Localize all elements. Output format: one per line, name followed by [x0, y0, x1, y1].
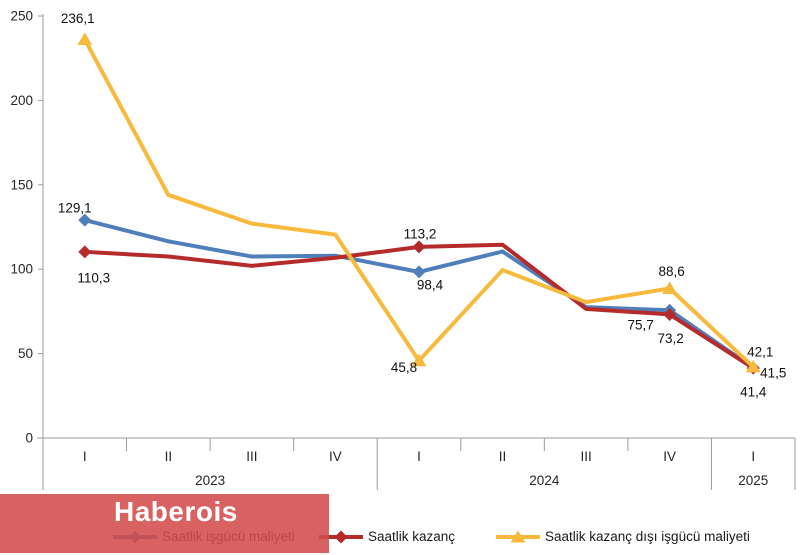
triangle-marker-icon [662, 281, 678, 294]
data-label: 110,3 [77, 270, 110, 285]
quarter-label: I [751, 449, 755, 464]
series-line-1 [84, 242, 755, 370]
data-label: 42,1 [747, 344, 773, 359]
diamond-marker-icon [412, 265, 426, 279]
y-tick-label: 100 [10, 262, 33, 277]
data-label: 73,2 [658, 331, 684, 346]
diamond-marker-icon [663, 307, 677, 321]
data-label: 45,8 [391, 360, 417, 375]
legend-item-kazanc-disi: Saatlik kazanç dışı işgücü maliyeti [495, 529, 750, 545]
year-label: 2025 [738, 473, 768, 488]
legend-marker-line-triangle-icon [496, 530, 540, 543]
haberois-watermark-overlay: Haberois [0, 494, 329, 553]
quarter-label: I [417, 449, 421, 464]
data-label: 129,1 [58, 201, 92, 216]
y-tick-label: 150 [10, 177, 33, 192]
y-tick-label: 50 [18, 346, 33, 361]
quarter-label: II [165, 449, 173, 464]
quarter-label: III [246, 449, 257, 464]
legend-item-kazanc: Saatlik kazanç [318, 529, 455, 545]
legend-label: Saatlik kazanç [368, 529, 456, 544]
data-label: 113,2 [404, 226, 437, 241]
legend-label: Saatlik kazanç dışı işgücü maliyeti [545, 529, 750, 544]
y-tick-label: 200 [10, 93, 33, 108]
diamond-marker-icon [78, 213, 92, 227]
data-label: 75,7 [628, 318, 654, 333]
watermark-text: Haberois [114, 496, 238, 527]
data-label: 41,5 [760, 365, 786, 380]
year-label: 2024 [529, 473, 560, 488]
data-label: 236,1 [61, 11, 95, 26]
quarter-label: III [580, 449, 591, 464]
data-label: 41,4 [740, 385, 767, 400]
year-label: 2023 [195, 473, 225, 488]
data-label: 98,4 [417, 277, 444, 292]
y-tick-label: 250 [10, 9, 33, 24]
quarter-label: IV [663, 449, 676, 464]
quarter-label: I [83, 449, 87, 464]
diamond-marker-icon [78, 245, 92, 259]
y-tick-label: 0 [25, 431, 33, 446]
triangle-marker-icon [77, 32, 93, 45]
diamond-marker-icon [412, 240, 426, 254]
data-label: 88,6 [659, 264, 685, 279]
triangle-marker-icon [745, 359, 761, 373]
quarter-label: II [499, 449, 507, 464]
triangle-marker-icon [411, 353, 427, 367]
quarter-label: IV [329, 449, 342, 464]
